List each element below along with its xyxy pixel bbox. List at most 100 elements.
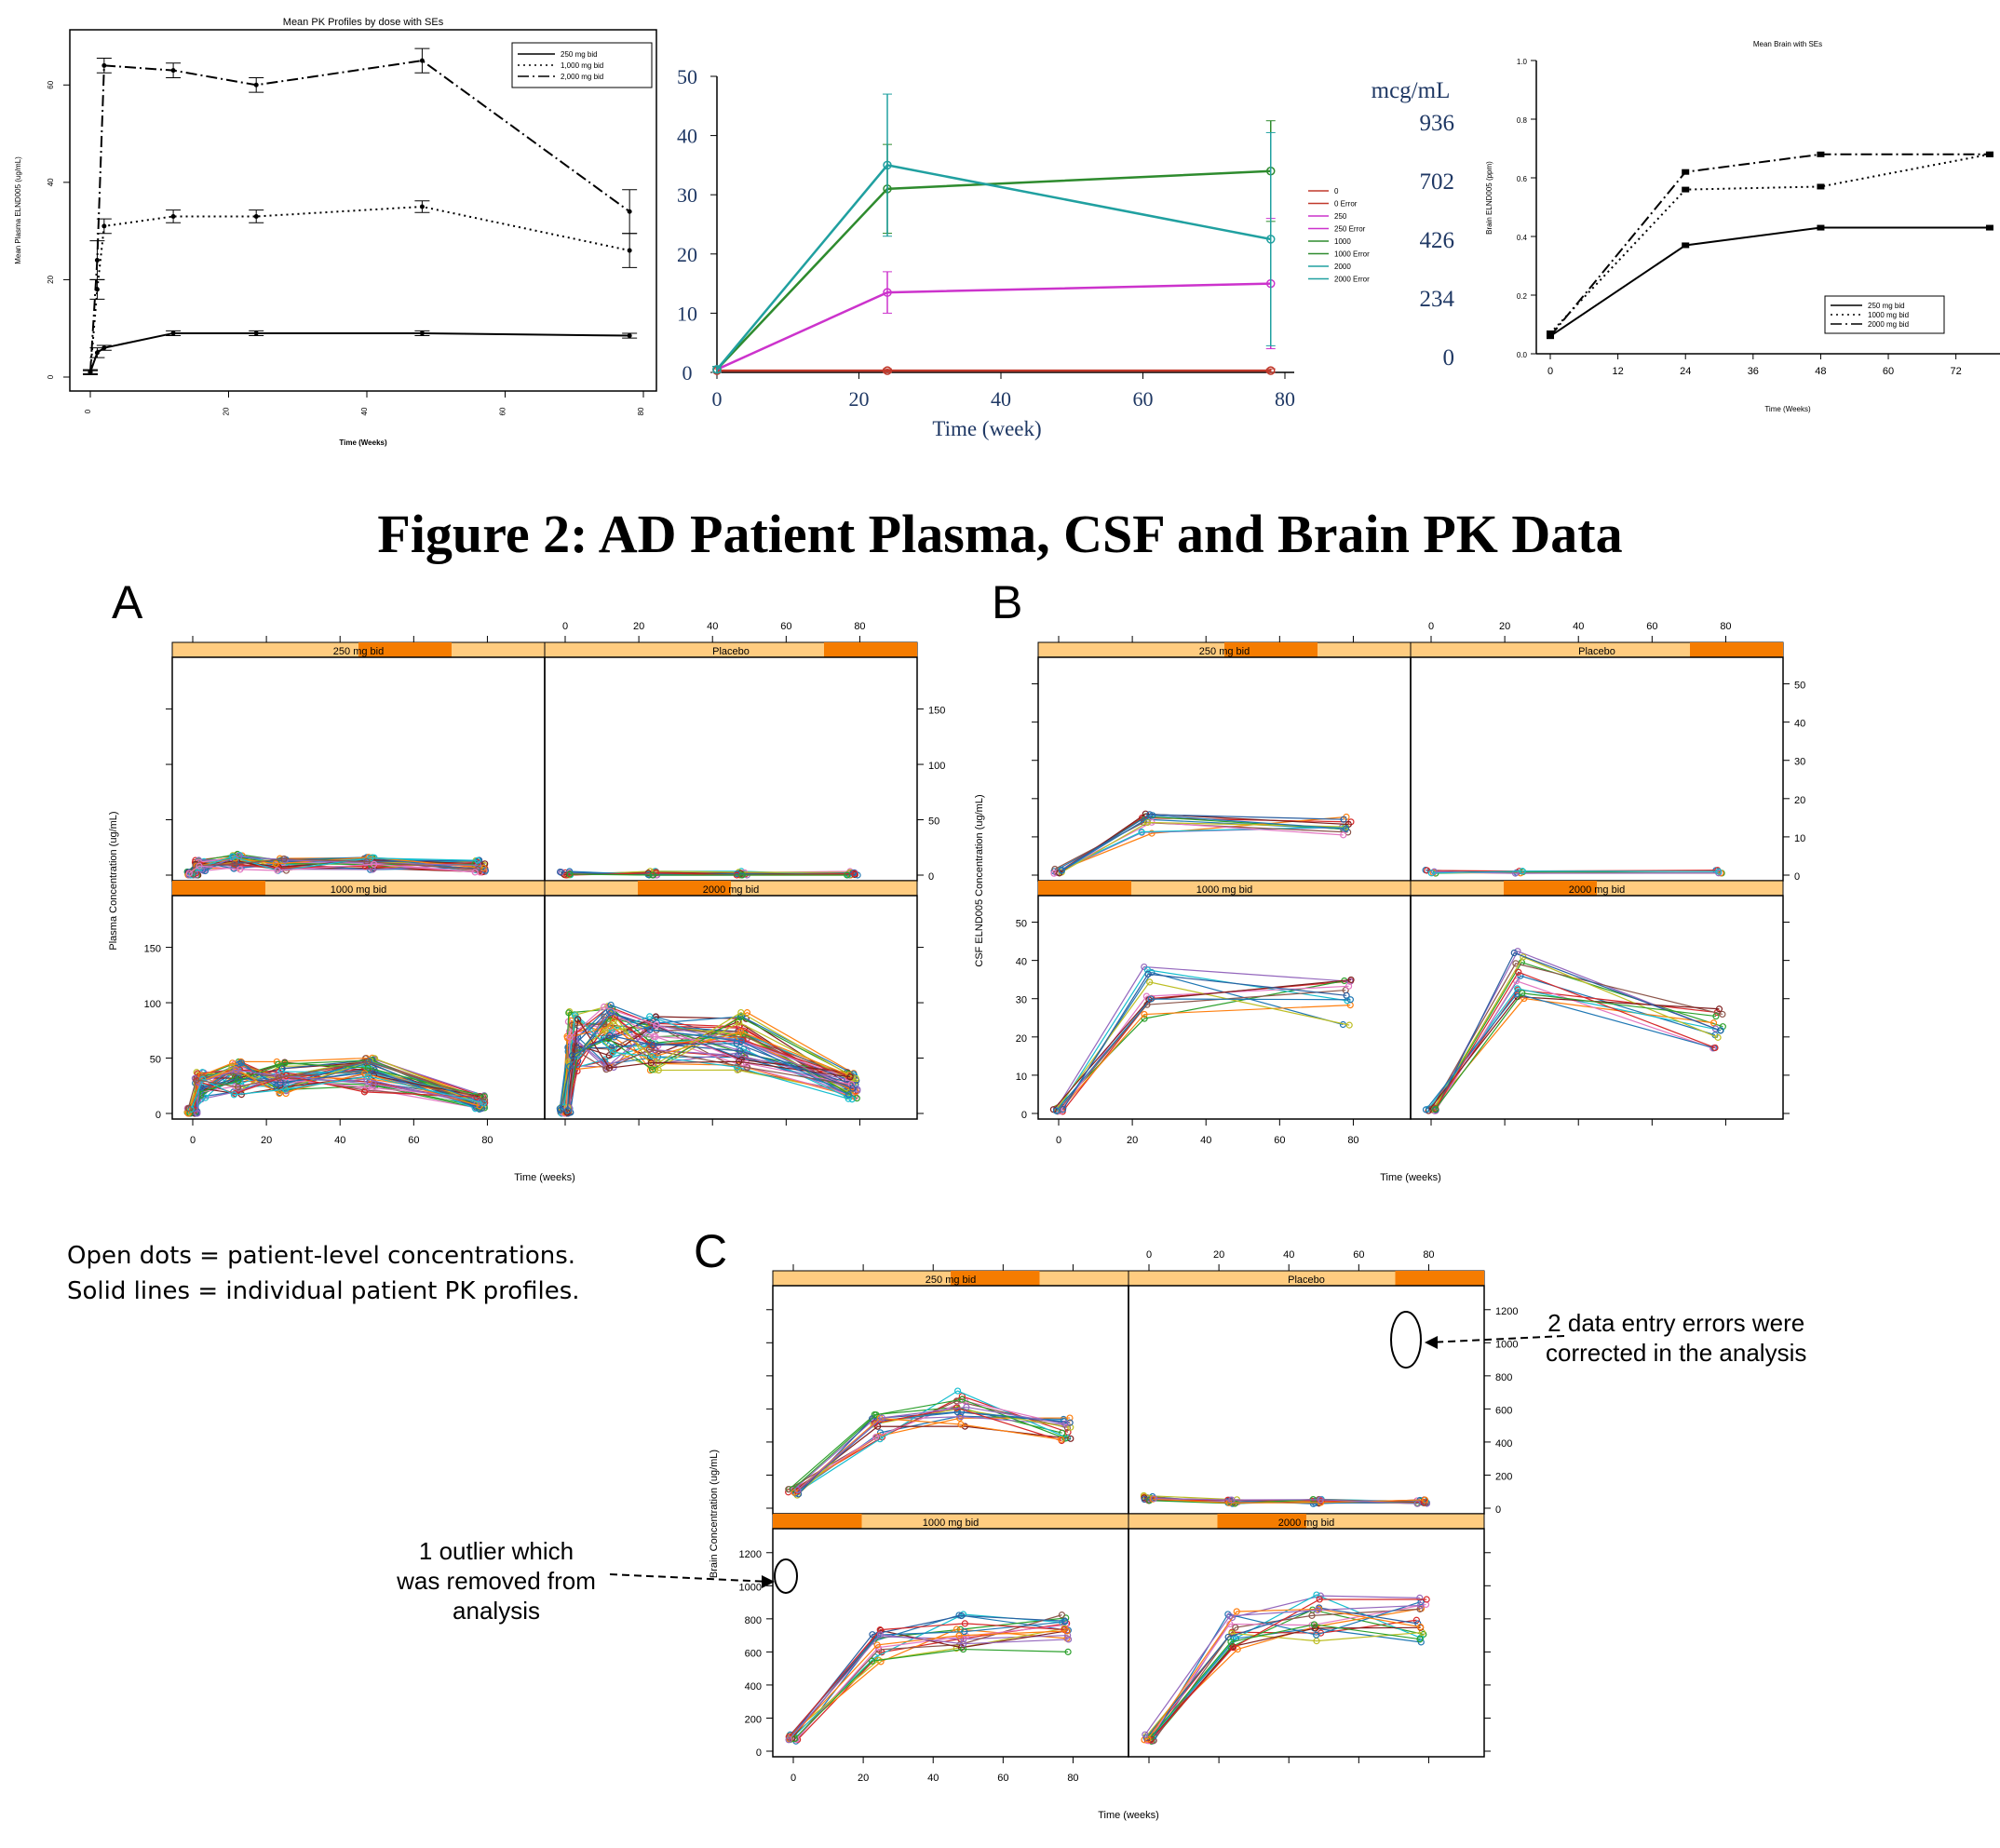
secondary-axis-tick: 936 [1420, 111, 1455, 136]
patient-profile [797, 1406, 1066, 1491]
x-tick-label: 40 [1200, 1135, 1211, 1146]
patient-point [955, 1632, 963, 1639]
patient-point [963, 1403, 970, 1411]
y-tick-label: 600 [745, 1648, 762, 1659]
patient-profile [565, 1025, 849, 1113]
patient-point [878, 1414, 885, 1422]
y-tick-label: 0.4 [1517, 234, 1528, 242]
x-tick-label: 20 [223, 407, 231, 415]
patient-point [853, 1095, 860, 1102]
y-tick-label: 10 [1794, 833, 1805, 844]
patient-point [738, 871, 746, 879]
data-point [1985, 224, 1993, 231]
patient-profile [1062, 971, 1344, 1108]
patient-point [646, 1013, 654, 1020]
patient-point [1067, 1423, 1074, 1431]
panel-label: Placebo [1578, 646, 1615, 657]
patient-profile [570, 873, 847, 876]
data-point [94, 258, 100, 263]
patient-point [565, 1059, 573, 1066]
data-point [419, 204, 425, 209]
legend-label: 250 mg bid [1868, 302, 1905, 310]
y-tick-label: 400 [1495, 1438, 1512, 1450]
y-tick-label: 50 [928, 816, 939, 828]
patient-point [1228, 1496, 1236, 1504]
patient-profile [1061, 821, 1346, 873]
patient-point [1342, 825, 1350, 832]
x-axis-label: Time (week) [932, 417, 1041, 440]
legend-label: 1000 Error [1334, 250, 1370, 259]
secondary-axis-tick: 0 [1443, 345, 1455, 371]
patient-point [475, 861, 482, 870]
patient-profile [1061, 815, 1346, 871]
page-title: Figure 2: AD Patient Plasma, CSF and Bra… [377, 504, 1623, 564]
patient-point [1063, 1627, 1071, 1635]
patient-profile [1055, 965, 1351, 1110]
patient-point [474, 857, 481, 864]
patient-point [604, 1003, 612, 1010]
patient-point [362, 859, 370, 867]
patient-point [364, 1058, 372, 1065]
patient-point [1061, 1420, 1069, 1427]
patient-point [566, 1033, 574, 1041]
patient-point [563, 871, 571, 879]
patient-profile [793, 1417, 1061, 1493]
patient-point [650, 1032, 657, 1040]
patient-point [1715, 868, 1723, 875]
x-tick-label: 60 [997, 1773, 1008, 1784]
patient-point [1059, 1106, 1067, 1113]
patient-point [1715, 1005, 1723, 1013]
patient-point [650, 1041, 657, 1049]
patient-point [1416, 1624, 1425, 1631]
patient-point [1138, 828, 1145, 836]
x-tick-label: 0 [1547, 366, 1553, 377]
patient-point [1061, 1435, 1069, 1442]
patient-point [480, 1093, 488, 1100]
y-tick-label: 0 [155, 1110, 161, 1121]
patient-point [605, 1064, 614, 1072]
patient-profile [562, 1008, 858, 1113]
patient-point [230, 860, 237, 869]
panel-strip-indicator [638, 881, 731, 896]
data-point [1817, 151, 1825, 157]
patient-point [1227, 1639, 1235, 1646]
chart-mean-plasma: Mean PK Profiles by dose with SEs 0 20 40 60… [14, 17, 657, 447]
patient-point [1058, 867, 1066, 874]
patient-point [1340, 816, 1347, 823]
patient-point [1413, 1500, 1421, 1507]
panel-strip-indicator [773, 1514, 862, 1529]
patient-profile [563, 1010, 849, 1114]
panel-label: 1000 mg bid [923, 1518, 980, 1529]
panel-strip-indicator [1224, 642, 1318, 657]
x-tick-label: 60 [1353, 1249, 1364, 1261]
patient-point [557, 1106, 564, 1113]
patient-profile [1431, 870, 1719, 874]
x-tick-label: 60 [1646, 621, 1657, 632]
patient-profile [1151, 1626, 1421, 1740]
panel-strip-indicator [172, 881, 265, 896]
patient-point [1340, 831, 1347, 839]
patient-profile [187, 1068, 480, 1114]
patient-profile [1062, 973, 1347, 1110]
patient-point [1310, 1621, 1318, 1628]
legend-box [1824, 295, 1945, 334]
plot-frame [69, 29, 657, 392]
patient-point [1052, 1107, 1061, 1114]
patient-point [1066, 1419, 1074, 1426]
patient-point [1416, 1605, 1424, 1612]
patient-point [1232, 1624, 1239, 1631]
patient-point [1519, 990, 1526, 997]
annotation-errors-line1: 2 data entry errors were [1547, 1309, 1805, 1337]
y-tick-label: 0 [756, 1747, 762, 1759]
data-point [1682, 242, 1690, 249]
x-tick-label: 60 [1274, 1135, 1285, 1146]
patient-point [1144, 1735, 1152, 1743]
legend-label: 0 Error [1334, 200, 1358, 209]
secondary-axis-tick: 426 [1420, 228, 1455, 253]
x-tick-label: 40 [707, 621, 718, 632]
y-tick-label: 40 [47, 178, 55, 186]
patient-point [274, 867, 281, 874]
y-tick-label: 20 [677, 243, 697, 266]
x-tick-label: 0 [190, 1135, 196, 1146]
y-tick-label: 50 [677, 65, 697, 88]
